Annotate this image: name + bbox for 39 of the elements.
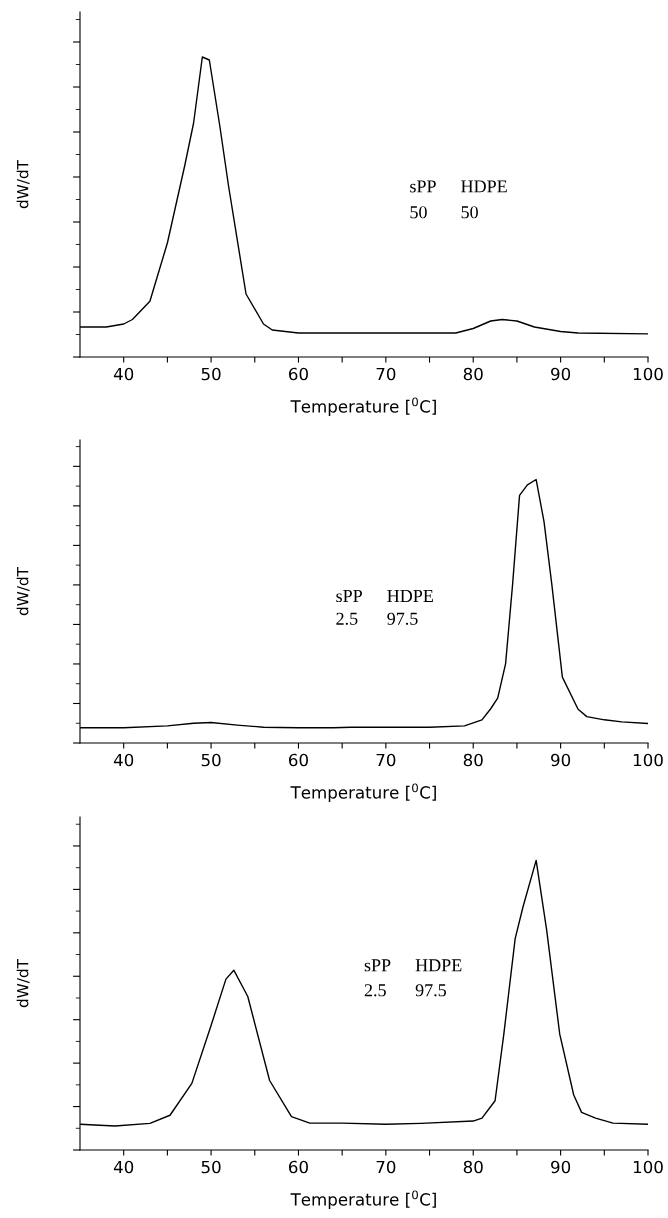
x-tick-label: 60 [289, 1160, 308, 1174]
annotation: 50 [410, 206, 427, 219]
x-tick-label: 90 [551, 753, 571, 767]
x-tick-label: 40 [113, 1160, 134, 1174]
annotation: HDPE [461, 180, 507, 193]
x-tick-label: 80 [463, 753, 483, 767]
annotation: HDPE [387, 590, 433, 602]
y-axis-title: dW/dT [16, 159, 30, 209]
x-tick-label: 40 [113, 753, 134, 767]
annotation: 50 [461, 206, 478, 219]
x-tick-label: 50 [201, 753, 221, 767]
x-tick-label: 70 [376, 753, 396, 767]
annotation: 97.5 [415, 984, 447, 997]
x-axis-title: Temperature [$^{0}$C] [290, 1190, 436, 1209]
x-tick-label: 80 [463, 367, 483, 381]
y-axis-title: dW/dT [16, 566, 30, 616]
x-tick-label: 70 [376, 1160, 396, 1174]
x-tick-label: 80 [463, 1160, 483, 1174]
annotation: sPP [336, 590, 362, 603]
annotation: HDPE [415, 959, 462, 972]
x-tick-label: 100 [633, 367, 663, 381]
y-axis-title: dW/dT [16, 958, 30, 1008]
x-tick-label: 70 [376, 367, 396, 381]
x-tick-label: 50 [201, 1160, 221, 1174]
x-tick-label: 60 [289, 753, 308, 767]
annotation: sPP [410, 180, 436, 193]
x-axis-title: Temperature [$^{0}$C] [290, 783, 436, 802]
x-tick-label: 60 [289, 367, 308, 381]
x-axis-title: Temperature [$^{0}$C] [290, 397, 436, 416]
x-tick-label: 100 [633, 753, 663, 767]
x-tick-label: 100 [633, 1160, 663, 1174]
x-tick-label: 90 [551, 367, 571, 381]
annotation: 97.5 [387, 612, 418, 625]
annotation: 2.5 [336, 612, 358, 625]
annotation: 2.5 [364, 984, 386, 997]
x-tick-label: 90 [551, 1160, 571, 1174]
x-tick-label: 50 [201, 367, 221, 381]
annotation: sPP [364, 959, 391, 972]
x-tick-label: 40 [113, 367, 134, 381]
